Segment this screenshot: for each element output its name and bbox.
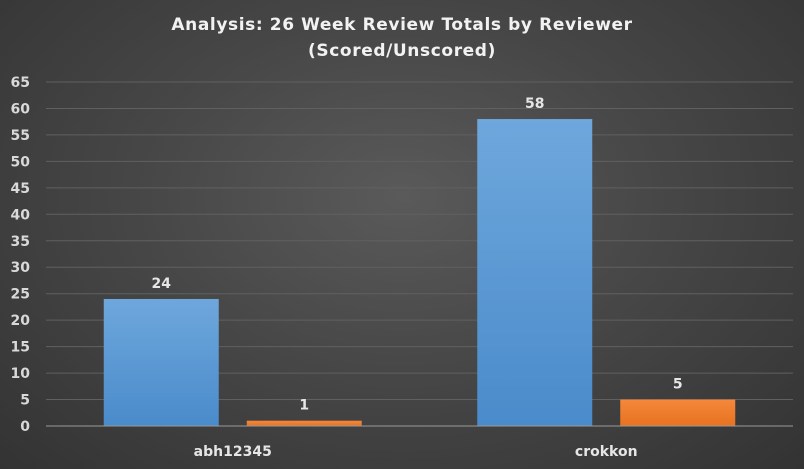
y-tick-label: 30 bbox=[11, 260, 31, 276]
data-labels: 24 1 58 5 bbox=[152, 96, 683, 414]
bar-abh12345-series-1 bbox=[246, 420, 362, 426]
data-label-abh12345-series-1: 1 bbox=[299, 398, 309, 414]
y-tick-label: 15 bbox=[11, 340, 30, 356]
bar-crokkon-series-0 bbox=[477, 119, 593, 427]
category-label-abh12345: abh12345 bbox=[194, 444, 272, 460]
y-tick-label: 0 bbox=[20, 419, 30, 435]
y-tick-label: 65 bbox=[11, 75, 30, 91]
category-label-crokkon: crokkon bbox=[575, 444, 638, 460]
data-label-crokkon-series-0: 58 bbox=[525, 96, 544, 112]
y-axis-ticks: 0 5 10 15 20 25 30 35 40 45 50 55 60 65 bbox=[11, 75, 31, 435]
y-tick-label: 35 bbox=[11, 234, 30, 250]
y-tick-label: 25 bbox=[11, 287, 30, 303]
x-axis-categories: abh12345 crokkon bbox=[194, 444, 638, 460]
y-tick-label: 20 bbox=[11, 313, 31, 329]
y-tick-label: 40 bbox=[11, 207, 31, 223]
y-tick-label: 60 bbox=[11, 101, 31, 117]
bar-crokkon-series-1 bbox=[620, 399, 736, 426]
bars bbox=[103, 119, 736, 427]
y-tick-label: 10 bbox=[11, 366, 31, 382]
bar-abh12345-series-0 bbox=[103, 298, 219, 426]
data-label-abh12345-series-0: 24 bbox=[152, 276, 172, 292]
y-tick-label: 55 bbox=[11, 128, 30, 144]
y-tick-label: 45 bbox=[11, 181, 30, 197]
chart-title-line-2: (Scored/Unscored) bbox=[308, 41, 496, 61]
chart-title-line-1: Analysis: 26 Week Review Totals by Revie… bbox=[171, 15, 632, 35]
data-label-crokkon-series-1: 5 bbox=[673, 377, 683, 393]
y-tick-label: 50 bbox=[11, 154, 31, 170]
y-tick-label: 5 bbox=[20, 393, 30, 409]
